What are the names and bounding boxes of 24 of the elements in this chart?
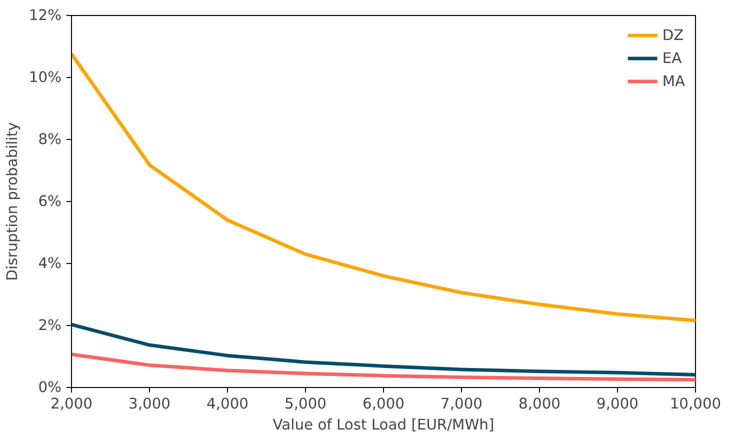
line-series (72, 352, 696, 382)
x-tick-label: 6,000 (362, 396, 404, 412)
legend-label: DZ (662, 26, 684, 44)
x-axis-title: Value of Lost Load [EUR/MWh] (272, 416, 494, 434)
x-tick-label: 7,000 (440, 396, 482, 412)
x-tick-label: 8,000 (518, 396, 560, 412)
y-axis-title: Disruption probability (4, 122, 21, 281)
y-tick-label: 4% (38, 255, 62, 272)
y-tick-label: 12% (28, 7, 62, 24)
x-tick-label: 9,000 (596, 396, 638, 412)
x-tick-label: 4,000 (206, 396, 248, 412)
line-series (72, 322, 696, 377)
y-tick-label: 6% (38, 193, 62, 210)
legend-label: EA (662, 50, 682, 66)
x-tick-label: 10,000 (670, 396, 722, 412)
x-tick-label: 2,000 (50, 396, 92, 412)
y-tick-label: 0% (38, 379, 62, 396)
line-series (72, 52, 696, 322)
y-tick-label: 2% (38, 317, 62, 334)
y-tick-label: 10% (28, 69, 62, 86)
legend-label: MA (662, 72, 685, 90)
x-tick-label: 3,000 (128, 396, 170, 412)
y-tick-label: 8% (38, 131, 62, 148)
x-tick-label: 5,000 (284, 396, 326, 412)
